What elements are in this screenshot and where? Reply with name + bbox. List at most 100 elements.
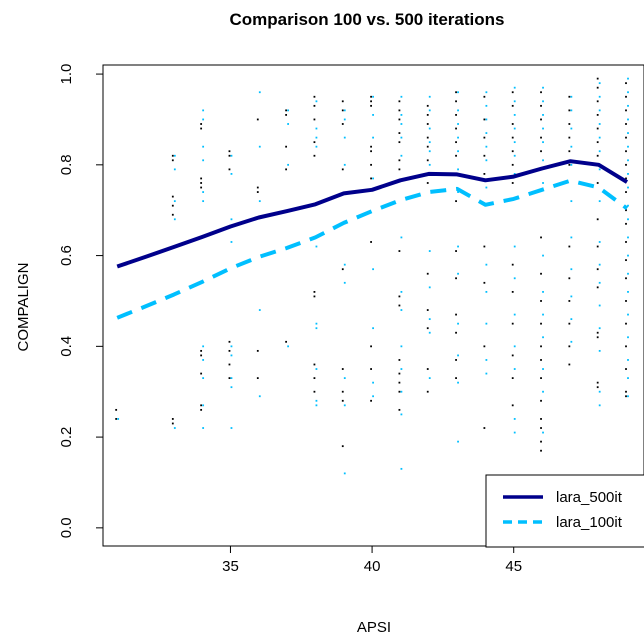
scatter-point bbox=[542, 336, 544, 339]
scatter-point bbox=[455, 114, 457, 116]
scatter-point bbox=[200, 354, 203, 357]
scatter-point bbox=[627, 173, 629, 175]
scatter-point bbox=[568, 95, 571, 98]
scatter-point bbox=[627, 186, 629, 189]
scatter-point bbox=[285, 168, 288, 171]
scatter-point bbox=[513, 141, 516, 144]
scatter-point bbox=[457, 91, 459, 94]
scatter-point bbox=[398, 390, 401, 393]
scatter-point bbox=[568, 150, 571, 153]
scatter-point bbox=[258, 309, 261, 311]
scatter-point bbox=[542, 141, 544, 144]
scatter-point bbox=[370, 177, 372, 180]
scatter-point bbox=[513, 431, 516, 434]
scatter-point bbox=[542, 254, 544, 257]
scatter-point bbox=[627, 145, 629, 148]
scatter-point bbox=[372, 177, 374, 180]
scatter-point bbox=[400, 390, 403, 393]
scatter-point bbox=[343, 472, 346, 475]
scatter-point bbox=[511, 136, 514, 139]
scatter-point bbox=[313, 118, 316, 121]
scatter-point bbox=[343, 404, 346, 407]
scatter-point bbox=[315, 368, 318, 370]
scatter-point bbox=[540, 449, 542, 452]
scatter-point bbox=[287, 123, 290, 125]
scatter-point bbox=[426, 114, 429, 116]
scatter-point bbox=[542, 114, 544, 116]
scatter-point bbox=[400, 368, 403, 370]
scatter-point bbox=[426, 272, 429, 275]
scatter-point bbox=[596, 286, 599, 289]
scatter-point bbox=[428, 318, 431, 321]
scatter-point bbox=[230, 154, 233, 157]
scatter-point bbox=[457, 123, 459, 125]
scatter-point bbox=[343, 377, 346, 380]
scatter-point bbox=[625, 300, 627, 302]
scatter-point bbox=[627, 236, 629, 239]
scatter-point bbox=[625, 209, 627, 212]
scatter-point bbox=[542, 86, 544, 89]
scatter-point bbox=[627, 272, 629, 275]
scatter-point bbox=[230, 218, 233, 221]
scatter-point bbox=[256, 191, 259, 193]
scatter-point bbox=[228, 150, 231, 153]
scatter-points-layer bbox=[115, 77, 629, 475]
scatter-point bbox=[428, 250, 431, 252]
scatter-point bbox=[285, 109, 288, 112]
scatter-point bbox=[230, 173, 233, 175]
scatter-point bbox=[568, 109, 571, 112]
scatter-point bbox=[200, 123, 203, 125]
scatter-point bbox=[426, 104, 429, 107]
scatter-point bbox=[598, 304, 601, 307]
scatter-point bbox=[457, 136, 459, 139]
scatter-point bbox=[540, 272, 542, 275]
scatter-point bbox=[171, 422, 174, 425]
scatter-point bbox=[596, 154, 599, 157]
scatter-point bbox=[398, 159, 401, 162]
scatter-point bbox=[627, 377, 629, 380]
scatter-point bbox=[400, 136, 403, 139]
scatter-point bbox=[400, 413, 403, 416]
scatter-point bbox=[398, 118, 401, 121]
scatter-point bbox=[485, 132, 488, 134]
scatter-point bbox=[426, 145, 429, 148]
y-tick-label: 0.0 bbox=[58, 517, 75, 538]
scatter-point bbox=[341, 399, 344, 402]
scatter-point bbox=[315, 245, 318, 248]
scatter-point bbox=[540, 377, 542, 380]
scatter-point bbox=[258, 91, 261, 94]
scatter-point bbox=[426, 159, 429, 162]
scatter-point bbox=[455, 141, 457, 144]
scatter-point bbox=[173, 154, 176, 157]
scatter-point bbox=[598, 241, 601, 243]
scatter-point bbox=[570, 109, 573, 112]
scatter-point bbox=[511, 163, 514, 166]
scatter-point bbox=[341, 390, 344, 393]
scatter-point bbox=[596, 381, 599, 384]
scatter-point bbox=[483, 345, 486, 348]
scatter-point bbox=[511, 150, 514, 153]
scatter-point bbox=[202, 377, 205, 380]
scatter-point bbox=[428, 163, 431, 166]
scatter-point bbox=[596, 141, 599, 144]
scatter-point bbox=[341, 168, 344, 171]
scatter-point bbox=[313, 104, 316, 107]
scatter-point bbox=[511, 404, 514, 407]
scatter-point bbox=[202, 359, 205, 361]
scatter-point bbox=[287, 345, 290, 348]
scatter-point bbox=[625, 395, 627, 398]
scatter-point bbox=[256, 118, 259, 121]
scatter-point bbox=[513, 127, 516, 130]
scatter-point bbox=[542, 290, 544, 293]
scatter-point bbox=[627, 290, 629, 293]
scatter-point bbox=[513, 173, 516, 175]
scatter-point bbox=[568, 345, 571, 348]
scatter-point bbox=[428, 141, 431, 144]
scatter-point bbox=[627, 336, 629, 339]
scatter-point bbox=[258, 395, 261, 398]
scatter-point bbox=[230, 427, 233, 429]
scatter-point bbox=[457, 354, 459, 357]
scatter-point bbox=[315, 327, 318, 330]
scatter-point bbox=[485, 290, 488, 293]
